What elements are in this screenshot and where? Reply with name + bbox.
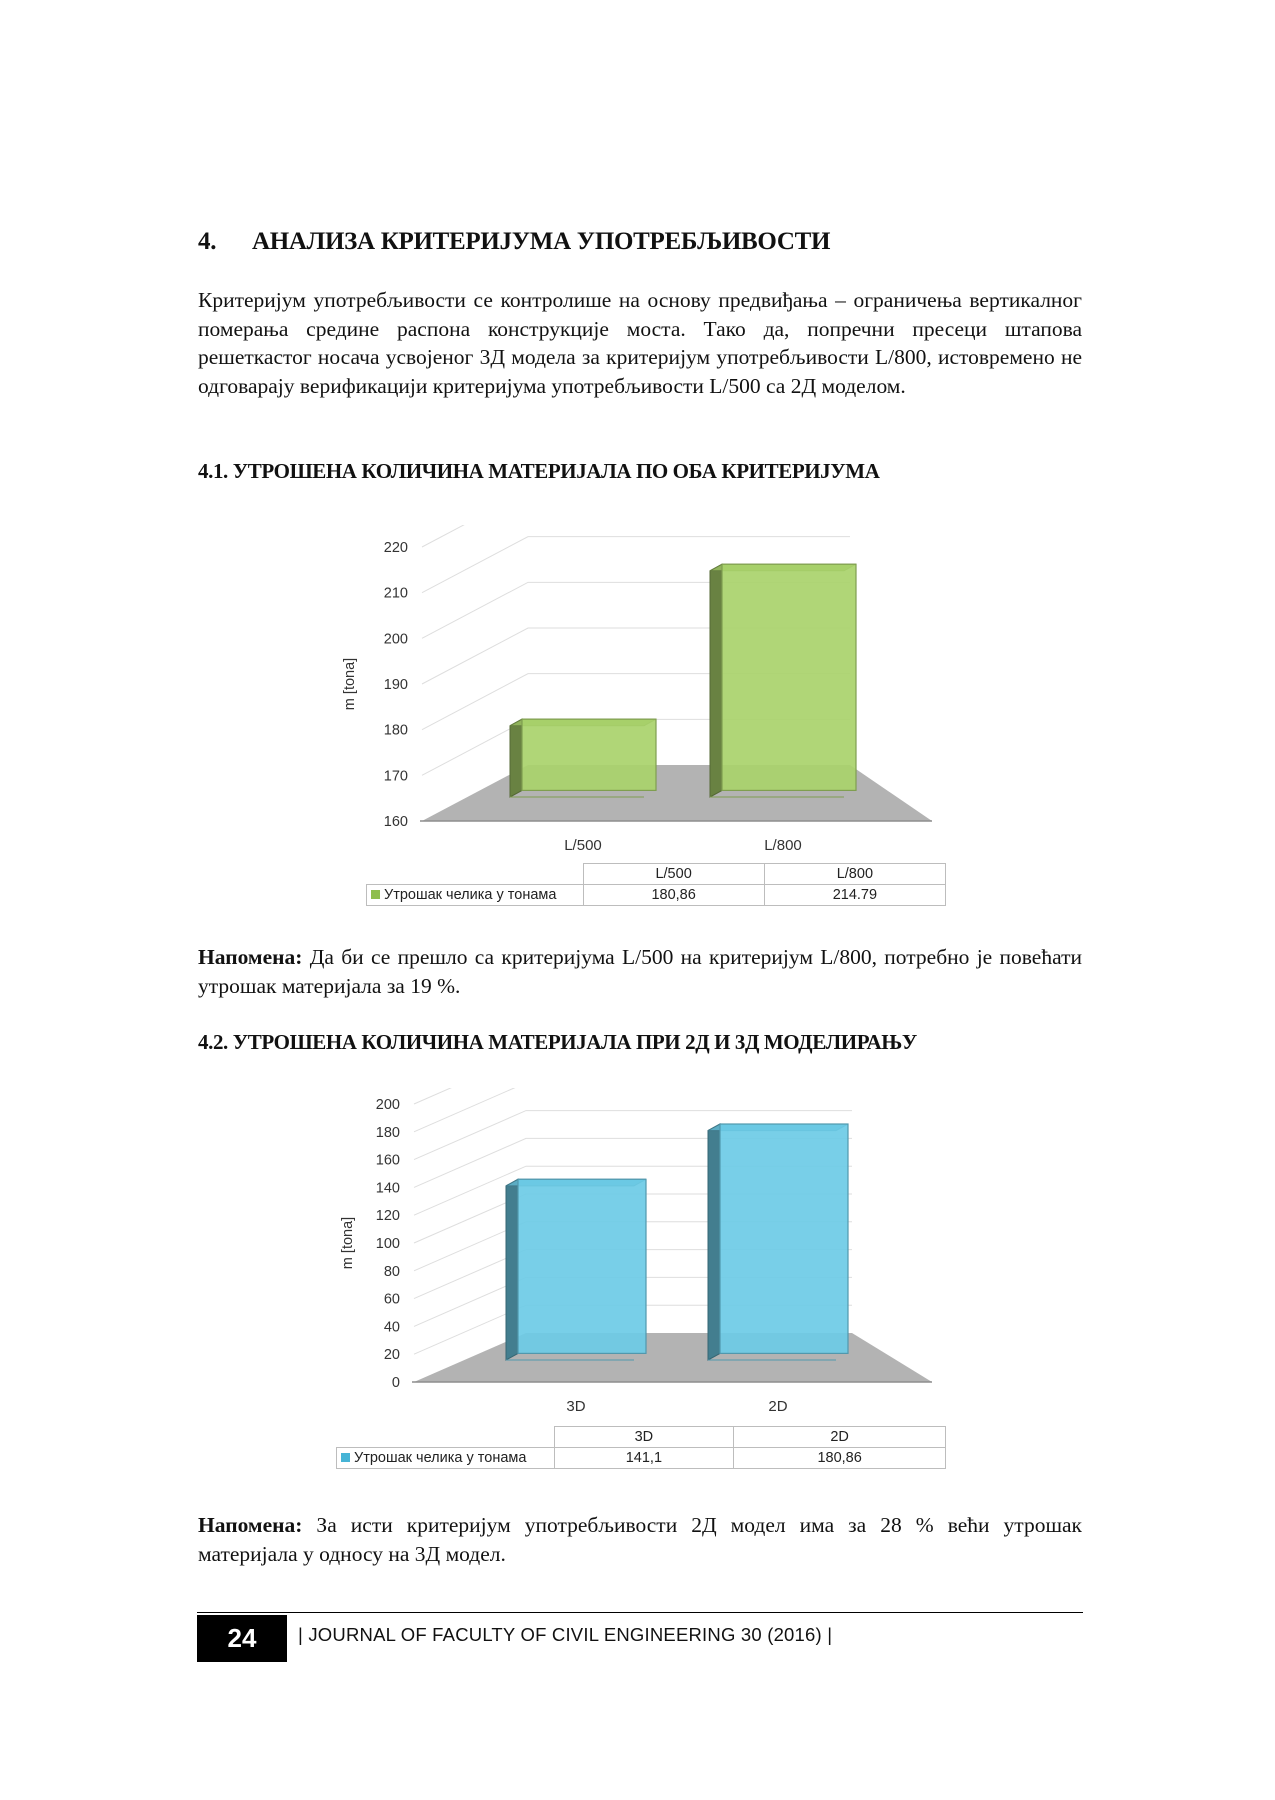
chart1-bar-side-0 — [509, 718, 523, 798]
note-2-label: Напомена: — [198, 1513, 303, 1537]
chart2-category-label-1: 2D — [768, 1398, 787, 1415]
note-2-text: За исти критеријум употребљивости 2Д мод… — [198, 1513, 1082, 1566]
chart2-bar-0 — [517, 1178, 647, 1355]
chart1-tick-label: 210 — [384, 586, 408, 602]
note-2: Напомена: За исти критеријум употребљиво… — [198, 1511, 1082, 1568]
chart1-tick-label: 170 — [384, 768, 408, 784]
chart2-gridline — [413, 1088, 452, 1105]
chart2-tick-label: 180 — [376, 1125, 400, 1141]
chart1-data-table: L/500 L/800 Утрошак челика у тонама 180,… — [366, 863, 947, 906]
page-number: 24 — [197, 1615, 287, 1662]
chart-material-by-criterion: 160 170 180 190 200 210 220 m [tona] L/500 L/800 — [342, 525, 932, 854]
chart2-tick-label: 200 — [376, 1097, 400, 1113]
subsection-2-title: 4.2. УТРОШЕНА КОЛИЧИНА МАТЕРИЈАЛА ПРИ 2Д… — [198, 1030, 917, 1054]
chart2-table-value-1: 180,86 — [733, 1447, 946, 1469]
chart1-category-label-1: L/800 — [764, 837, 802, 854]
chart1-table-value-1: 214.79 — [763, 884, 947, 906]
chart2-tick-label: 100 — [376, 1236, 400, 1252]
chart2-table-value-0: 141,1 — [553, 1447, 735, 1469]
chart2-tick-label: 40 — [384, 1319, 400, 1335]
chart2-legend-swatch — [341, 1452, 350, 1462]
chart2-table-header-1: 2D — [733, 1426, 946, 1448]
chart1-legend-label: Утрошак челика у тонама — [384, 887, 557, 903]
chart1-gridline — [421, 525, 465, 548]
note-1-text: Да би се прешло са критеријума L/500 на … — [198, 945, 1082, 998]
chart2-bar-side-0 — [505, 1178, 519, 1361]
chart2-tick-label: 140 — [376, 1180, 400, 1196]
chart2-gridline — [413, 1088, 516, 1133]
chart2-tick-label: 20 — [384, 1347, 400, 1363]
chart2-tick-label: 60 — [384, 1292, 400, 1308]
chart1-tick-label: 220 — [384, 540, 408, 556]
note-1-label: Напомена: — [198, 945, 303, 969]
chart2-tick-label: 80 — [384, 1264, 400, 1280]
chart1-tick-label: 190 — [384, 677, 408, 693]
chart1-gridline — [421, 536, 850, 594]
intro-paragraph: Критеријум употребљивости се контролише … — [198, 288, 1082, 398]
chart2-data-table: 3D 2D Утрошак челика у тонама 141,1 180,… — [336, 1426, 946, 1469]
chart2-category-label-0: 3D — [566, 1398, 585, 1415]
footer-rule — [197, 1612, 1083, 1613]
section-number: 4. — [198, 228, 217, 255]
chart2-y-axis-label: m [tona] — [340, 1217, 356, 1269]
section-title: АНАЛИЗА КРИТЕРИЈУМА УПОТРЕБЉИВОСТИ — [252, 228, 831, 255]
chart2-table-header-0: 3D — [553, 1426, 735, 1448]
chart2-bar-1 — [719, 1123, 849, 1355]
note-1: Напомена: Да би се прешло са критеријума… — [198, 943, 1082, 1000]
chart1-tick-label: 180 — [384, 723, 408, 739]
chart1-bar-1 — [721, 563, 857, 792]
section-heading: 4. АНАЛИЗА КРИТЕРИЈУМА УПОТРЕБЉИВОСТИ — [198, 228, 830, 256]
chart1-tick-label: 200 — [384, 631, 408, 647]
chart-material-by-model: 0 20 40 60 80 100 120 140 160 180 200 m [tona] 3D 2D — [340, 1088, 932, 1415]
chart2-tick-label: 160 — [376, 1153, 400, 1169]
chart1-legend-swatch — [371, 889, 380, 899]
chart1-y-axis-label: m [tona] — [342, 658, 358, 710]
chart1-table-value-0: 180,86 — [582, 884, 765, 906]
chart2-legend-label: Утрошак челика у тонама — [354, 1450, 527, 1466]
chart2-tick-label: 120 — [376, 1208, 400, 1224]
chart2-floor — [414, 1333, 932, 1382]
chart1-table-header-0: L/500 — [582, 863, 765, 885]
chart1-tick-label: 160 — [384, 814, 408, 830]
chart1-category-label-0: L/500 — [564, 837, 602, 854]
chart2-gridline — [413, 1110, 852, 1161]
subsection-1-title: 4.1. УТРОШЕНА КОЛИЧИНА МАТЕРИЈАЛА ПО ОБА… — [198, 459, 880, 483]
chart1-bar-side-1 — [709, 563, 723, 798]
chart1-table-header-1: L/800 — [763, 863, 947, 885]
chart2-tick-label: 0 — [392, 1375, 400, 1391]
chart2-bar-side-1 — [707, 1123, 721, 1361]
chart1-bar-0 — [521, 718, 657, 791]
journal-footer: | JOURNAL OF FACULTY OF CIVIL ENGINEERIN… — [298, 1624, 833, 1645]
